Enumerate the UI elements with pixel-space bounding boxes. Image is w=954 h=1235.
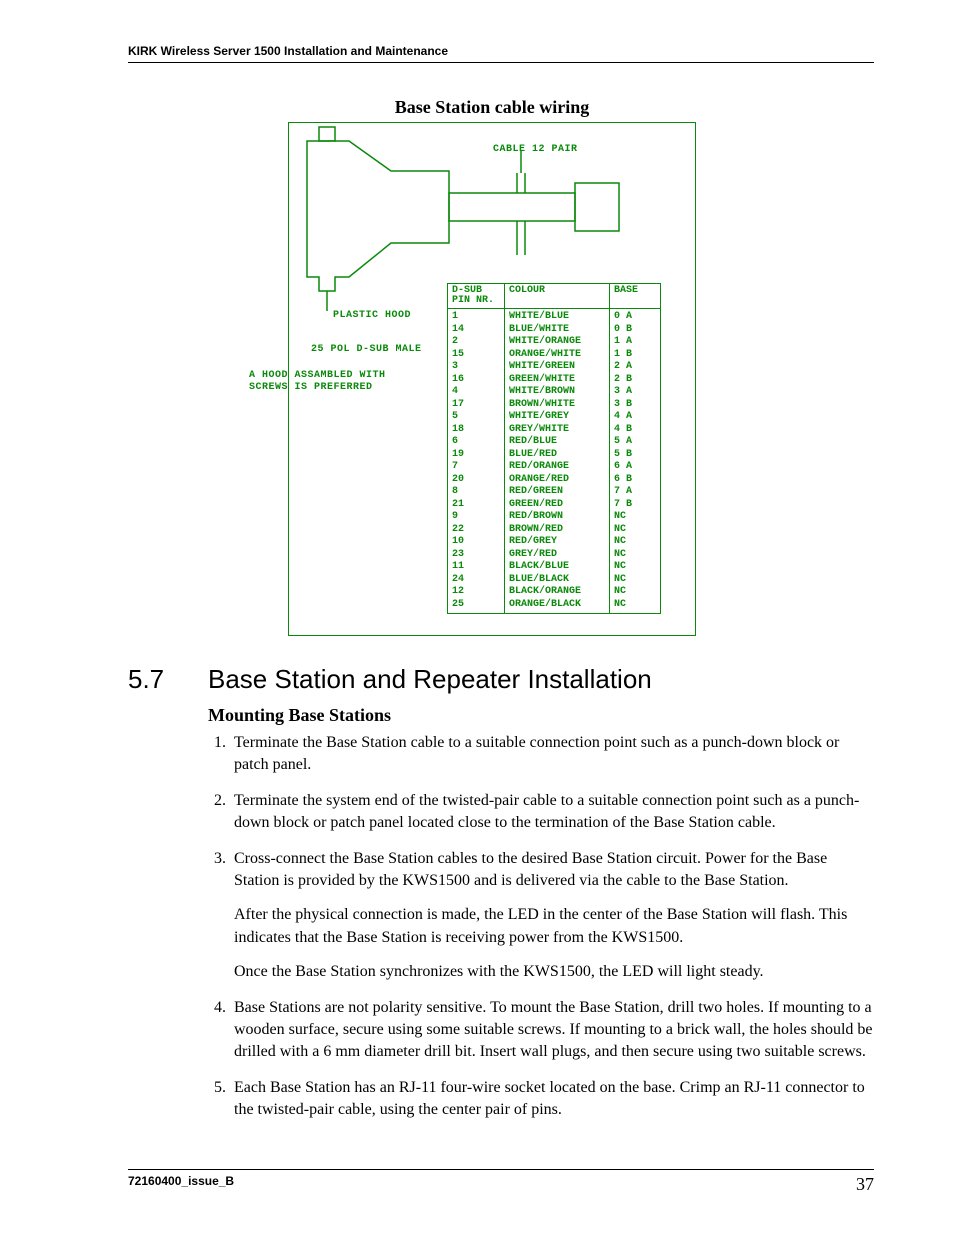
- step-item: Base Stations are not polarity sensitive…: [230, 997, 874, 1063]
- step-para: After the physical connection is made, t…: [234, 904, 874, 948]
- td-bases: 0 A 0 B 1 A 1 B 2 A 2 B 3 A 3 B 4 A 4 B …: [610, 309, 661, 614]
- step-item: Cross-connect the Base Station cables to…: [230, 848, 874, 982]
- section-title: Base Station and Repeater Installation: [208, 664, 652, 695]
- figure-caption: Base Station cable wiring: [110, 97, 874, 118]
- steps-list: Terminate the Base Station cable to a su…: [208, 732, 874, 1121]
- wiring-diagram: CABLE 12 PAIR PLASTIC HOOD 25 POL D-SUB …: [288, 122, 696, 636]
- footer-page-number: 37: [856, 1174, 874, 1195]
- section-heading: 5.7 Base Station and Repeater Installati…: [128, 664, 874, 695]
- label-connector: 25 POL D-SUB MALE: [311, 345, 422, 355]
- page-footer: 72160400_issue_B 37: [128, 1169, 874, 1195]
- footer-doc-id: 72160400_issue_B: [128, 1174, 234, 1195]
- figure-container: CABLE 12 PAIR PLASTIC HOOD 25 POL D-SUB …: [110, 122, 874, 636]
- step-para: Once the Base Station synchronizes with …: [234, 961, 874, 983]
- running-head: KIRK Wireless Server 1500 Installation a…: [128, 44, 874, 63]
- label-note-2: SCREWS IS PREFERRED: [249, 383, 373, 393]
- step-item: Terminate the system end of the twisted-…: [230, 790, 874, 834]
- section-number: 5.7: [128, 664, 184, 695]
- th-color: COLOUR: [505, 284, 610, 309]
- step-item: Each Base Station has an RJ-11 four-wire…: [230, 1077, 874, 1121]
- th-base: BASE: [610, 284, 661, 309]
- label-note-1: A HOOD ASSAMBLED WITH: [249, 371, 386, 381]
- wiring-table: D-SUB PIN NR. COLOUR BASE 1 14 2 15 3 16…: [447, 283, 661, 614]
- label-plastic-hood: PLASTIC HOOD: [333, 311, 411, 321]
- sub-heading: Mounting Base Stations: [208, 705, 874, 726]
- td-colors: WHITE/BLUE BLUE/WHITE WHITE/ORANGE ORANG…: [505, 309, 610, 614]
- label-cable: CABLE 12 PAIR: [493, 145, 578, 155]
- td-pins: 1 14 2 15 3 16 4 17 5 18 6 19 7 20 8 21 …: [448, 309, 505, 614]
- step-item: Terminate the Base Station cable to a su…: [230, 732, 874, 776]
- th-pin: D-SUB PIN NR.: [448, 284, 505, 309]
